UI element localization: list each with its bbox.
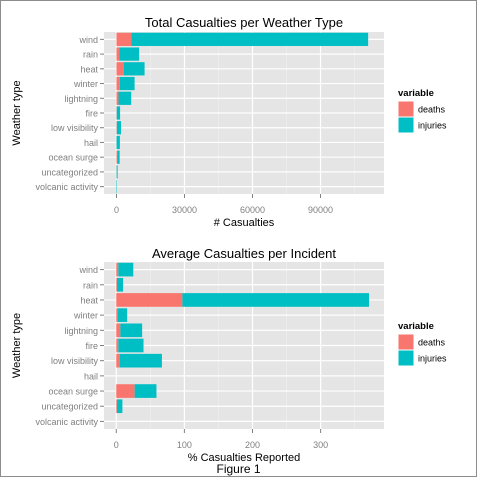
bar-deaths	[116, 76, 120, 91]
bar-injuries	[116, 165, 118, 179]
bar-injuries	[118, 338, 144, 353]
y-tick-label: winter	[73, 79, 98, 89]
y-tick-label: rain	[83, 50, 98, 60]
y-axis-label: Weather type	[11, 80, 23, 145]
figure-caption: Figure 1	[216, 462, 261, 476]
bar-injuries	[116, 180, 117, 194]
legend-swatch-injuries	[397, 349, 415, 367]
bar-injuries	[117, 308, 128, 322]
y-tick-label: hail	[84, 138, 98, 148]
bar-injuries	[118, 91, 132, 105]
chart-title: Average Casualties per Incident	[152, 246, 336, 261]
x-tick-label: 30000	[172, 205, 197, 215]
x-tick-label: 60000	[240, 205, 265, 215]
bar-injuries	[134, 384, 157, 398]
bar-injuries	[131, 32, 369, 46]
y-tick-label: low visibility	[51, 123, 99, 133]
legend-label-injuries: injuries	[418, 121, 447, 131]
bar-injuries	[116, 121, 122, 135]
legend-title: variable	[398, 88, 434, 99]
y-tick-label: wind	[78, 265, 98, 275]
bar-injuries	[119, 353, 162, 368]
bar-deaths	[116, 91, 119, 105]
y-tick-label: ocean surge	[48, 153, 98, 163]
x-axis-label: % Casualties Reported	[188, 452, 301, 464]
y-tick-label: uncategorized	[41, 402, 98, 412]
y-tick-label: heat	[80, 295, 98, 305]
bar-deaths	[116, 293, 183, 307]
legend-label-deaths: deaths	[418, 338, 446, 348]
bar-deaths	[116, 262, 119, 277]
y-tick-label: low visibility	[51, 356, 99, 366]
bar-deaths	[116, 47, 120, 61]
bar-injuries	[116, 399, 123, 414]
bar-deaths	[116, 353, 120, 368]
bar-deaths	[116, 150, 118, 164]
bar-injuries	[120, 323, 143, 338]
y-tick-label: volcanic activity	[35, 417, 98, 427]
y-axis-label: Weather type	[11, 313, 23, 378]
bar-injuries	[182, 293, 370, 307]
legend-label-deaths: deaths	[418, 105, 446, 115]
x-tick-label: 0	[114, 205, 119, 215]
bar-injuries	[118, 262, 134, 277]
bar-deaths	[116, 384, 135, 398]
y-tick-label: winter	[73, 311, 98, 321]
bar-deaths	[116, 399, 117, 414]
x-tick-label: 100	[177, 440, 192, 450]
x-tick-label: 0	[114, 440, 119, 450]
bar-deaths	[116, 32, 132, 46]
x-tick-label: 200	[245, 440, 260, 450]
bar-deaths	[116, 121, 117, 135]
x-tick-label: 90000	[308, 205, 333, 215]
bar-deaths	[116, 338, 119, 353]
y-tick-label: ocean surge	[48, 387, 98, 397]
x-tick-label: 300	[313, 440, 328, 450]
legend-label-injuries: injuries	[418, 354, 447, 364]
chart-title: Total Casualties per Weather Type	[145, 15, 343, 30]
y-tick-label: heat	[80, 64, 98, 74]
bar-injuries	[119, 76, 135, 91]
x-axis-label: # Casualties	[214, 217, 275, 229]
legend-swatch-deaths	[397, 333, 415, 351]
y-tick-label: fire	[85, 341, 98, 351]
y-tick-label: uncategorized	[41, 167, 98, 177]
bar-deaths	[116, 62, 124, 76]
y-tick-label: hail	[84, 371, 98, 381]
bar-injuries	[116, 277, 124, 292]
y-tick-label: volcanic activity	[35, 182, 98, 192]
bar-deaths	[116, 308, 118, 322]
bar-injuries	[119, 47, 140, 61]
y-tick-label: fire	[85, 109, 98, 119]
legend-swatch-deaths	[397, 100, 415, 118]
bar-injuries	[116, 106, 121, 120]
bar-injuries	[117, 150, 120, 164]
bar-deaths	[116, 323, 121, 338]
legend-title: variable	[398, 321, 434, 332]
y-tick-label: wind	[78, 35, 98, 45]
y-tick-label: rain	[83, 280, 98, 290]
bar-injuries	[123, 62, 145, 76]
y-tick-label: lightning	[64, 94, 98, 104]
bar-injuries	[116, 135, 120, 150]
legend-swatch-injuries	[397, 116, 415, 134]
y-tick-label: lightning	[64, 326, 98, 336]
bar-deaths	[116, 277, 117, 292]
